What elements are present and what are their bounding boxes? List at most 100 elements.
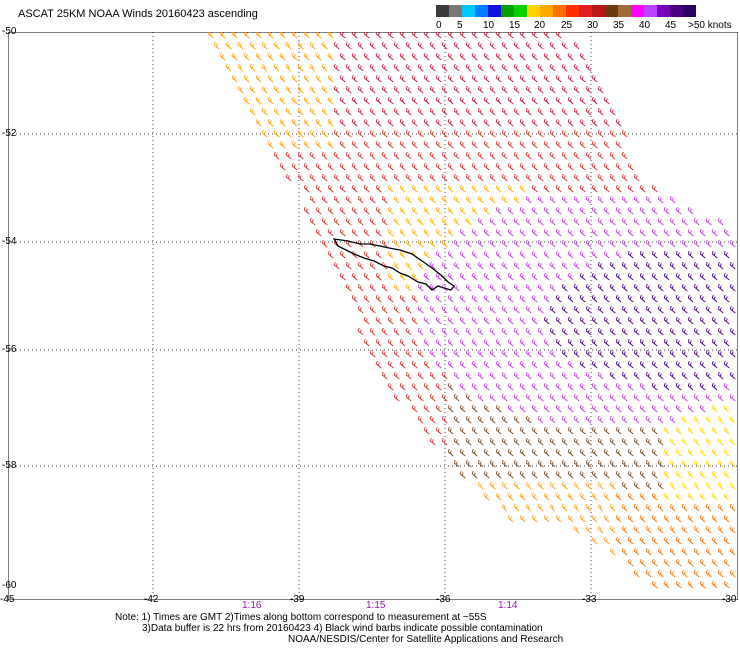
wind-barb	[663, 228, 670, 237]
wind-barb	[513, 459, 520, 468]
wind-barb	[405, 261, 412, 270]
wind-barb	[573, 481, 580, 490]
wind-barb	[387, 96, 394, 105]
wind-barb	[711, 448, 718, 457]
wind-barb	[621, 415, 628, 424]
wind-barb	[483, 206, 490, 215]
wind-barb	[369, 195, 376, 204]
wind-barb	[615, 272, 622, 281]
wind-barb	[549, 195, 556, 204]
wind-barb	[669, 459, 676, 468]
wind-barb	[633, 195, 640, 204]
wind-barb	[669, 261, 676, 270]
wind-barb	[507, 492, 514, 501]
wind-barb	[357, 129, 364, 138]
wind-barb	[471, 316, 478, 325]
wind-barb	[471, 162, 478, 171]
wind-barb	[555, 514, 562, 523]
wind-barb	[573, 371, 580, 380]
wind-barb	[267, 52, 274, 61]
wind-barb	[567, 514, 574, 523]
wind-barb	[645, 261, 652, 270]
note-line-1: Note: 1) Times are GMT 2)Times along bot…	[115, 612, 487, 623]
wind-barb	[273, 107, 280, 116]
wind-barb	[219, 52, 226, 61]
wind-barb	[651, 360, 658, 369]
wind-barb	[435, 404, 442, 413]
wind-barb	[525, 41, 532, 50]
wind-barb	[339, 32, 346, 39]
wind-barb	[567, 404, 574, 413]
wind-barb	[633, 261, 640, 270]
wind-barb	[501, 107, 508, 116]
wind-barb	[351, 228, 358, 237]
colorbar-swatch	[670, 5, 683, 17]
wind-barb	[369, 305, 376, 314]
wind-barb	[603, 118, 610, 127]
wind-barb	[561, 349, 568, 358]
wind-barb	[507, 382, 514, 391]
wind-barb	[555, 74, 562, 83]
wind-barb	[477, 173, 484, 182]
wind-barb	[465, 63, 472, 72]
wind-barb	[645, 569, 652, 578]
wind-barb	[459, 316, 466, 325]
wind-barb	[621, 459, 628, 468]
wind-barb	[513, 393, 520, 402]
wind-barb	[489, 217, 496, 226]
wind-barb	[549, 327, 556, 336]
wind-barb	[699, 580, 706, 589]
wind-barb	[615, 514, 622, 523]
wind-barb	[675, 294, 682, 303]
wind-barb	[531, 96, 538, 105]
wind-barb	[483, 338, 490, 347]
wind-barb	[465, 173, 472, 182]
wind-barb	[339, 118, 346, 127]
wind-barb	[495, 360, 502, 369]
wind-barb	[621, 239, 628, 248]
wind-barb	[507, 184, 514, 193]
wind-barb	[525, 503, 532, 512]
wind-barb	[375, 228, 382, 237]
wind-barb	[405, 327, 412, 336]
wind-barb	[363, 316, 370, 325]
wind-barb	[327, 250, 334, 259]
wind-barb	[465, 371, 472, 380]
wind-barb	[453, 195, 460, 204]
wind-barb	[591, 118, 598, 127]
wind-barb	[591, 470, 598, 479]
wind-barb	[435, 118, 442, 127]
wind-barb	[513, 327, 520, 336]
wind-barb	[465, 217, 472, 226]
wind-barb	[447, 338, 454, 347]
wind-barb	[681, 569, 688, 578]
wind-barb	[579, 228, 586, 237]
wind-barb	[579, 448, 586, 457]
wind-barb	[435, 338, 442, 347]
wind-barb	[459, 162, 466, 171]
wind-barb	[585, 85, 592, 94]
wind-barb	[579, 338, 586, 347]
colorbar-swatch	[579, 5, 592, 17]
wind-barb	[591, 316, 598, 325]
wind-barb	[573, 503, 580, 512]
wind-barb	[561, 459, 568, 468]
wind-barb	[243, 96, 250, 105]
wind-barb	[723, 338, 730, 347]
wind-barb	[639, 250, 646, 259]
wind-barb	[513, 261, 520, 270]
wind-barb	[717, 393, 724, 402]
wind-barb	[417, 393, 424, 402]
wind-barb	[729, 459, 736, 468]
wind-barb	[627, 206, 634, 215]
wind-barb	[357, 283, 364, 292]
wind-barb	[507, 448, 514, 457]
wind-barb	[693, 349, 700, 358]
wind-barb	[699, 514, 706, 523]
wind-barb	[441, 151, 448, 160]
wind-barb	[633, 547, 640, 556]
wind-barb	[393, 349, 400, 358]
wind-barb	[255, 96, 262, 105]
wind-barb	[483, 426, 490, 435]
wind-barb	[417, 129, 424, 138]
